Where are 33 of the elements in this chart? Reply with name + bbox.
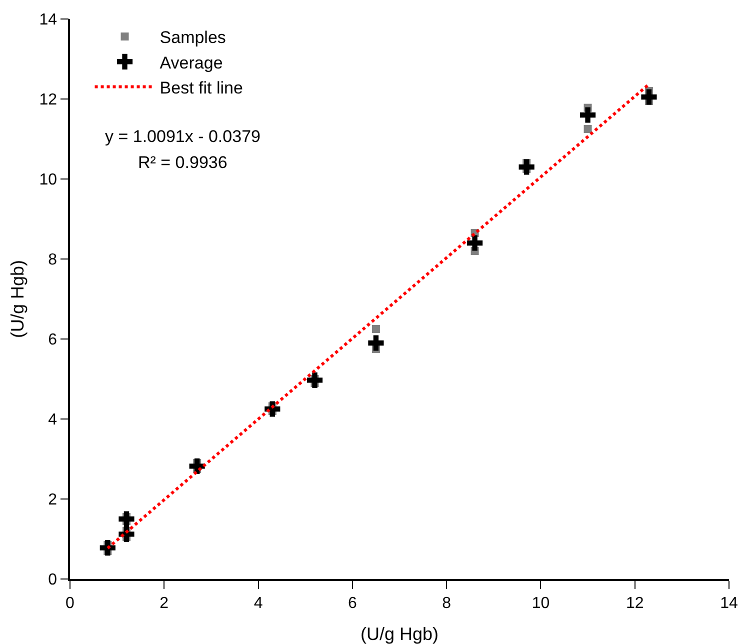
point (518, 159, 534, 175)
x-tick-label: 6 (348, 594, 357, 612)
legend-label: Samples (160, 28, 226, 48)
x-tick-label: 14 (720, 594, 738, 612)
x-tick-label: 8 (442, 594, 452, 612)
y-tick-label: 14 (39, 12, 58, 29)
y-tick-label: 4 (48, 412, 58, 429)
x-tick-label: 0 (66, 594, 75, 612)
y-tick-label: 10 (39, 172, 58, 189)
annotation: y = 1.0091x - 0.0379 (105, 127, 260, 146)
y-tick-label: 0 (48, 572, 58, 589)
y-axis-title: (U/g Hgb) (8, 260, 28, 338)
y-tick-label: 6 (48, 332, 58, 349)
y-tick-label: 12 (39, 92, 58, 109)
annotation: R² = 0.9936 (138, 153, 228, 172)
x-tick-label: 4 (254, 594, 263, 612)
x-tick-label: 2 (160, 594, 169, 612)
y-tick-label: 2 (48, 492, 58, 509)
point (580, 107, 596, 123)
legend-label: Average (160, 53, 223, 72)
point (306, 372, 323, 388)
point (641, 89, 657, 105)
x-axis-title: (U/g Hgb) (360, 624, 439, 644)
point (118, 511, 134, 527)
point (584, 125, 592, 133)
x-tick-label: 12 (626, 594, 644, 612)
point (368, 335, 384, 351)
point (467, 235, 483, 251)
y-tick-label: 8 (48, 252, 58, 269)
point (372, 325, 380, 333)
point (100, 540, 116, 556)
x-tick-label: 10 (532, 594, 550, 612)
legend-label: Best fit line (160, 78, 243, 98)
